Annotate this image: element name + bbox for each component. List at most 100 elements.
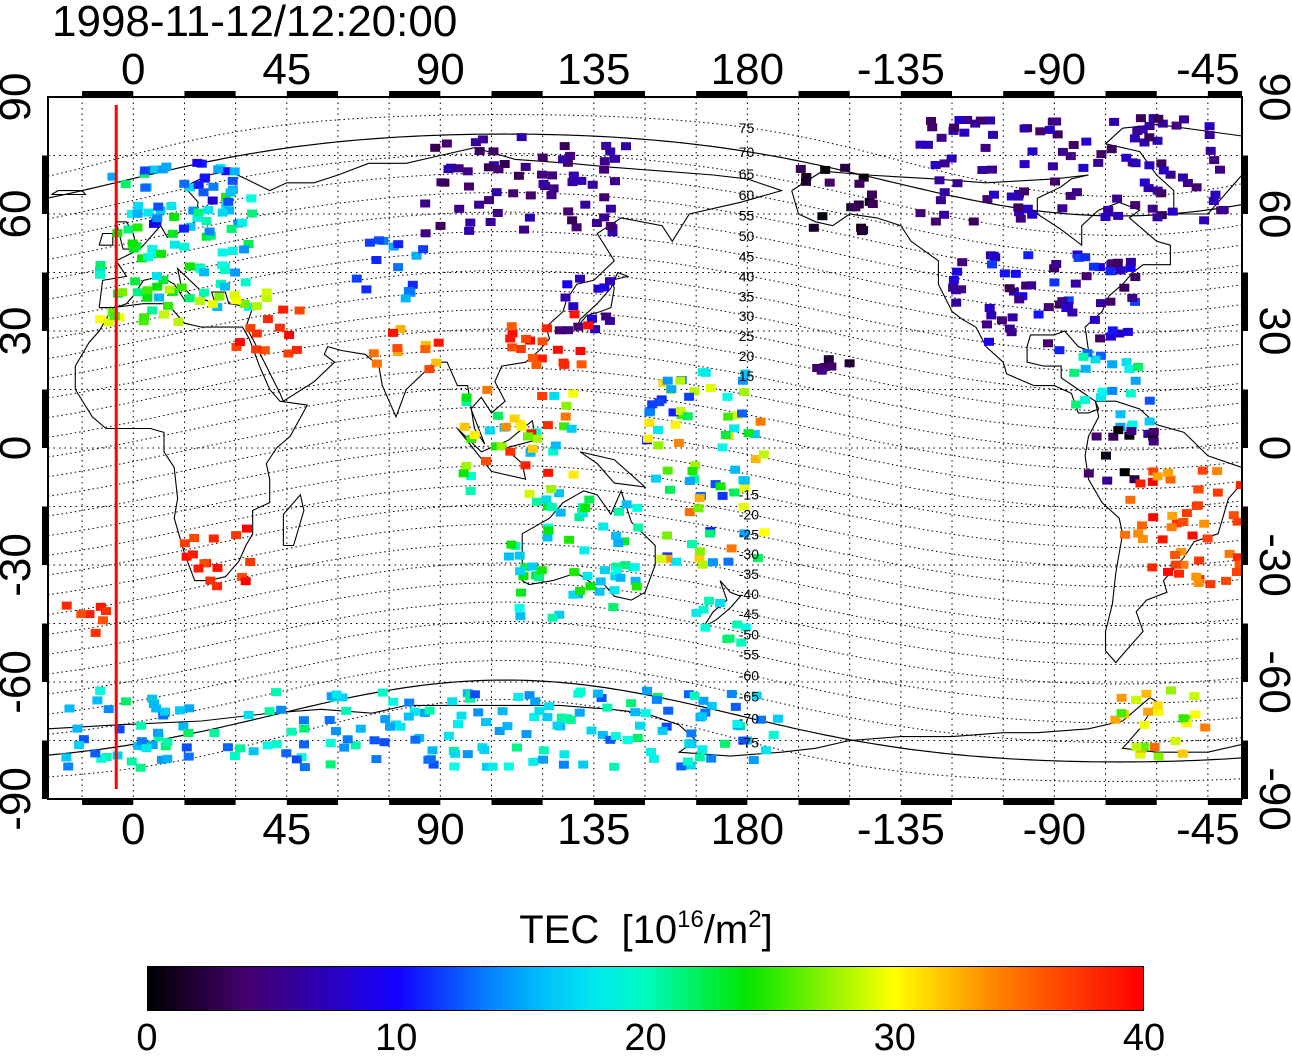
tec-point [989,190,999,199]
tec-point [759,528,770,537]
tec-colorbar [147,966,1144,1011]
tec-point [1193,501,1203,510]
tec-point [732,719,743,728]
tec-point [675,376,686,385]
tec-point [505,447,516,456]
contour-label-text: 70 [739,144,755,160]
tec-point [377,688,388,697]
tec-point [537,170,547,179]
tec-point [1057,297,1068,306]
tec-point [684,508,695,517]
tec-point [1147,477,1158,486]
tec-point [120,697,131,706]
tec-point [959,128,970,137]
tec-point [587,180,598,189]
tec-point [339,743,350,752]
tec-point [939,159,950,168]
tec-point [1108,432,1119,441]
tec-point [337,693,348,702]
tec-point [556,713,567,722]
tec-point [684,477,695,485]
tec-point [207,196,218,205]
tec-point [1071,188,1082,197]
tec-point [1191,183,1202,192]
tec-point [1224,549,1235,558]
tec-point [722,392,733,401]
tec-point [645,407,656,415]
tec-point [844,359,855,368]
tec-point [1133,362,1144,371]
tec-point [611,531,622,540]
tec-point [458,469,469,478]
tec-point [364,238,375,247]
tec-point [1174,569,1184,578]
contour-line [48,562,1242,646]
tec-point [1135,479,1146,488]
tec-point [199,559,210,568]
tec-point [1043,303,1054,312]
tec-point [404,698,415,707]
tec-point [1093,158,1104,167]
tec-point [147,244,158,253]
tec-point [430,143,441,152]
top-longitude-label: 135 [557,45,630,94]
tec-point [571,223,582,232]
tec-point [520,461,531,470]
tec-point [368,349,379,358]
tec-point [1047,117,1058,126]
tec-point [999,269,1010,278]
tec-point [988,251,999,260]
tec-point [1189,692,1200,700]
tec-point [1179,115,1189,124]
frame-bar [696,799,748,805]
tec-point [546,485,557,494]
tec-point [676,762,687,771]
tec-point [294,306,305,315]
tec-point [229,752,240,761]
tec-point [1078,352,1089,361]
tec-point [607,228,618,237]
tec-point [1153,752,1164,761]
tec-point [563,207,574,216]
tec-point [1081,272,1092,281]
tec-point [159,310,169,319]
tec-point [1014,295,1025,304]
tec-point [548,447,559,456]
tec-point [567,216,578,225]
tec-point [236,572,247,581]
tec-point [939,188,950,197]
tec-point [201,217,212,225]
tec-point [407,280,418,289]
colorbar-tick-label: 40 [1122,1017,1166,1059]
tec-point [583,321,594,330]
tec-point [715,482,726,491]
tec-point [970,119,981,128]
frame-bar [1207,799,1242,805]
tec-point [1152,213,1163,222]
tec-point [1166,686,1176,695]
tec-point [532,434,543,443]
tec-point [461,393,472,402]
tec-point [152,272,162,281]
bottom-longitude-label: -135 [857,805,945,854]
tec-point [464,182,474,191]
tec-point [1109,117,1120,126]
tec-point [985,116,996,125]
tec-point [534,706,545,715]
tec-point [1178,518,1189,526]
contour-line [48,328,1242,412]
tec-point [481,718,491,726]
tec-point [132,209,143,218]
tec-point [1153,114,1164,123]
tec-point [420,199,431,208]
tec-point [808,223,819,232]
tec-point [1221,576,1231,585]
tec-point [299,740,309,749]
tec-point [473,708,484,717]
tec-point [585,582,596,591]
tec-point [271,740,282,749]
tec-point [227,247,238,255]
tec-point [568,171,579,180]
tec-point [208,182,219,191]
tec-point [1167,207,1178,216]
